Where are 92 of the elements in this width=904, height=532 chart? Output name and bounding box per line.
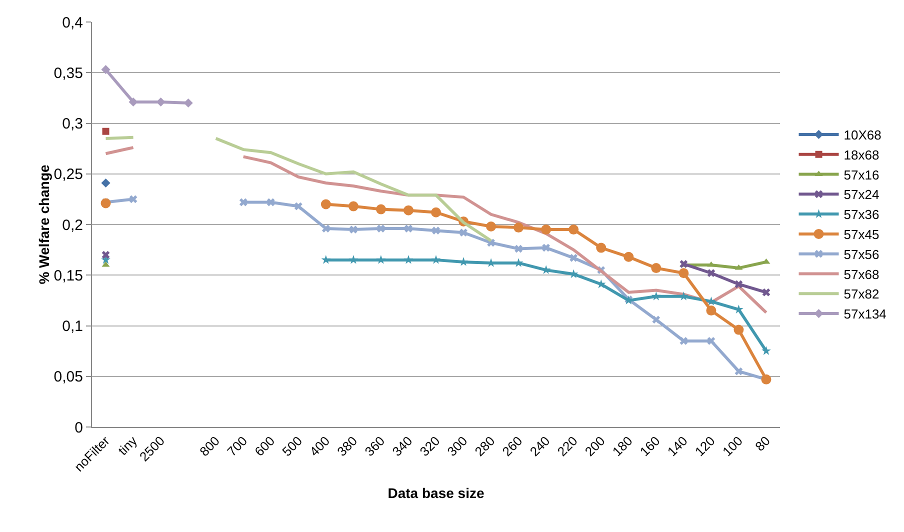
x-tick-label: 360	[362, 433, 388, 460]
x-tick-label: 400	[306, 433, 333, 460]
point	[514, 244, 523, 253]
x-tick-label: tiny	[115, 432, 140, 458]
point	[156, 97, 166, 107]
y-tick-label: 0,05	[54, 368, 83, 386]
point	[762, 346, 771, 356]
legend-label: 10X68	[844, 128, 882, 143]
legend-label: 18x68	[844, 147, 880, 162]
point	[707, 269, 716, 278]
y-tick-label: 0,2	[62, 216, 83, 234]
point	[707, 336, 716, 345]
point	[239, 198, 248, 206]
point	[542, 244, 550, 252]
x-tick-label: 260	[499, 433, 526, 460]
point	[514, 222, 524, 233]
legend-label: 57x36	[844, 207, 880, 222]
legend-label: 57x56	[844, 246, 880, 262]
point	[596, 242, 606, 253]
point	[734, 324, 744, 335]
point	[348, 201, 358, 212]
point	[404, 224, 412, 233]
x-axis-title: Data base size	[388, 484, 484, 501]
point	[403, 205, 414, 216]
y-tick-label: 0,25	[54, 166, 83, 184]
point	[651, 263, 662, 274]
y-tick-label: 0,15	[54, 267, 83, 284]
point	[734, 367, 743, 376]
point	[320, 199, 331, 210]
y-tick-label: 0,1	[62, 318, 83, 335]
legend-label: 57x68	[844, 266, 880, 282]
x-tick-label: 700	[224, 433, 250, 460]
point	[102, 250, 110, 259]
x-tick-label: 220	[554, 433, 580, 460]
point	[431, 207, 441, 218]
point	[678, 268, 689, 278]
point	[404, 255, 414, 264]
x-tick-label: 100	[719, 433, 746, 460]
y-tick-label: 0	[74, 419, 83, 436]
point	[460, 228, 468, 237]
point	[624, 252, 634, 262]
x-tick-label: 180	[609, 433, 636, 460]
x-tick-label: 140	[664, 433, 690, 460]
point	[294, 202, 302, 210]
point	[541, 224, 552, 235]
legend-label: 57x16	[844, 167, 880, 182]
point	[101, 65, 110, 74]
y-tick-label: 0,4	[62, 14, 83, 32]
point	[679, 291, 688, 300]
x-tick-label: 500	[279, 433, 306, 460]
legend-label: 57x24	[844, 187, 880, 202]
y-tick-label: 0,3	[62, 116, 83, 132]
legend-label: 57x45	[844, 227, 880, 242]
y-axis-title: % Welfare change	[36, 164, 52, 284]
point	[432, 226, 440, 235]
x-tick-label: 200	[582, 433, 608, 460]
point	[129, 195, 138, 204]
point	[128, 97, 138, 107]
x-tick-label: 280	[472, 433, 498, 460]
point	[486, 222, 496, 232]
y-tick-label: 0,35	[54, 64, 83, 82]
point	[348, 255, 358, 264]
point	[377, 224, 385, 233]
x-tick-label: 600	[252, 433, 278, 460]
point	[652, 291, 661, 300]
point	[570, 254, 578, 262]
point	[322, 224, 330, 233]
x-tick-label: 80	[752, 433, 773, 454]
x-tick-label: 240	[526, 433, 553, 460]
point	[184, 98, 193, 108]
point	[349, 226, 358, 234]
point	[568, 224, 579, 235]
point	[321, 255, 331, 264]
x-tick-label: 120	[692, 433, 718, 460]
x-tick-label: 800	[196, 433, 223, 460]
point	[376, 255, 386, 264]
x-tick-label: 340	[389, 433, 416, 460]
point	[266, 198, 275, 206]
x-tick-label: 320	[416, 433, 443, 460]
x-tick-label: 160	[636, 433, 663, 460]
point	[762, 288, 770, 296]
legend-label: 57x134	[844, 306, 886, 322]
point	[734, 280, 743, 288]
point	[376, 204, 386, 214]
x-tick-label: 380	[334, 433, 360, 460]
point	[706, 306, 716, 316]
point	[431, 255, 441, 264]
point	[101, 178, 110, 188]
point	[652, 316, 660, 324]
x-tick-label: 300	[444, 433, 470, 460]
point	[680, 336, 688, 345]
legend-label: 57x82	[844, 286, 880, 302]
